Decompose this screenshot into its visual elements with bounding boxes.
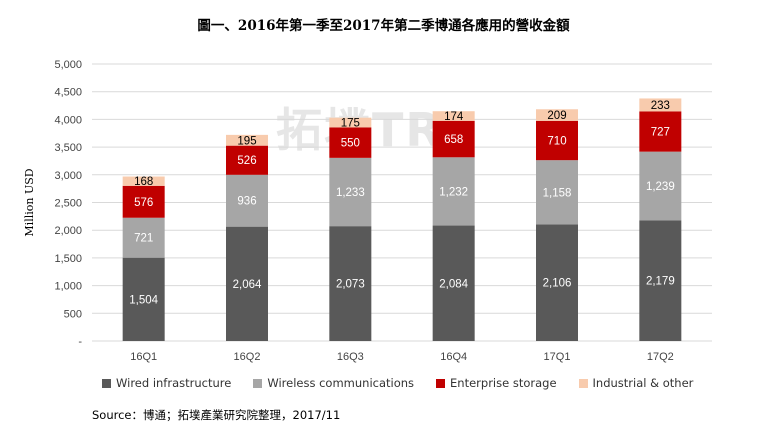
y-tick-label: 4,500 — [54, 87, 82, 99]
legend-item-wireless: Wireless communications — [253, 376, 414, 390]
bar-segment — [122, 217, 165, 258]
bar-segment — [329, 127, 372, 158]
y-tick-label: 3,000 — [54, 170, 82, 182]
y-tick-label: 5,000 — [54, 59, 82, 71]
y-tick-label: 1,500 — [54, 253, 82, 265]
bar-segment — [432, 120, 475, 158]
legend-item-enterprise: Enterprise storage — [436, 376, 557, 390]
bar-segment — [122, 185, 165, 218]
data-label: 175 — [341, 118, 360, 130]
data-label: 1,158 — [543, 187, 572, 199]
legend-label-wired: Wired infrastructure — [116, 376, 232, 390]
data-label: 2,084 — [439, 278, 468, 290]
legend-label-enterprise: Enterprise storage — [450, 376, 557, 390]
data-label: 2,179 — [646, 276, 675, 288]
bar-segment — [432, 111, 475, 121]
data-label: 658 — [444, 134, 463, 146]
legend-swatch-wired — [102, 378, 111, 388]
y-tick-label: 3,500 — [54, 142, 82, 154]
bar-segment — [639, 220, 682, 341]
data-label: 195 — [237, 135, 256, 147]
x-tick-label: 16Q4 — [440, 351, 467, 363]
bar-segment — [329, 226, 372, 341]
legend-item-wired: Wired infrastructure — [102, 376, 231, 390]
y-axis-label: Million USD — [23, 168, 36, 236]
data-label: 936 — [237, 196, 256, 208]
data-label: 710 — [547, 136, 566, 148]
data-label: 721 — [134, 233, 153, 245]
bar-segment — [536, 160, 578, 225]
data-label: 233 — [651, 100, 670, 112]
legend-label-wireless: Wireless communications — [267, 376, 415, 390]
data-label: 209 — [547, 110, 566, 122]
data-label: 1,239 — [646, 181, 675, 193]
data-label: 550 — [341, 138, 360, 150]
data-label: 1,233 — [336, 187, 365, 199]
bar-segment — [226, 145, 268, 175]
x-tick-label: 16Q2 — [234, 351, 261, 363]
bar-segment — [226, 226, 268, 341]
data-label: 2,106 — [543, 278, 572, 290]
bar-segment — [122, 176, 165, 186]
data-label: 2,064 — [233, 279, 262, 291]
bar-segment — [536, 120, 578, 161]
y-tick-label: 4,000 — [54, 114, 82, 126]
data-label: 1,232 — [439, 186, 468, 198]
y-tick-label: 500 — [64, 308, 82, 320]
data-label: 727 — [651, 127, 670, 139]
bar-segment — [329, 157, 372, 227]
data-label: 2,073 — [336, 279, 365, 291]
data-label: 174 — [444, 111, 464, 123]
legend-swatch-industrial — [578, 378, 588, 388]
bar-segment — [226, 134, 268, 146]
x-tick-label: 17Q1 — [544, 351, 571, 363]
y-tick-label: 1,000 — [54, 281, 82, 293]
bar-segment — [639, 111, 682, 152]
bar-segment — [536, 224, 578, 341]
bar-segment — [639, 151, 682, 221]
data-label: 1,504 — [129, 294, 158, 306]
bar-segment — [122, 257, 165, 341]
y-tick-label: - — [78, 336, 82, 348]
bar-segment — [329, 117, 372, 128]
data-label: 526 — [237, 155, 256, 167]
y-tick-label: 2,000 — [54, 225, 82, 237]
legend-swatch-wireless — [253, 378, 263, 388]
y-tick-label: 2,500 — [54, 198, 82, 210]
bar-segment — [432, 157, 475, 226]
legend-item-industrial: Industrial & other — [578, 376, 694, 390]
bar-segment — [536, 109, 578, 121]
bar-segment — [639, 98, 682, 112]
chart-legend: Wired infrastructure Wireless communicat… — [102, 376, 715, 390]
x-tick-label: 17Q2 — [647, 351, 674, 363]
bar-segment — [226, 174, 268, 227]
legend-label-industrial: Industrial & other — [592, 376, 694, 390]
data-label: 168 — [134, 176, 153, 188]
bar-segment — [432, 225, 475, 341]
chart-title: 圖一、2016年第一季至2017年第二季博通各應用的營收金額 — [197, 18, 570, 34]
legend-swatch-enterprise — [436, 378, 446, 388]
data-label: 576 — [134, 197, 153, 209]
source-note: Source：博通；拓墣產業研究院整理，2017/11 — [92, 408, 341, 422]
x-tick-label: 16Q1 — [130, 351, 157, 363]
x-tick-label: 16Q3 — [337, 351, 364, 363]
